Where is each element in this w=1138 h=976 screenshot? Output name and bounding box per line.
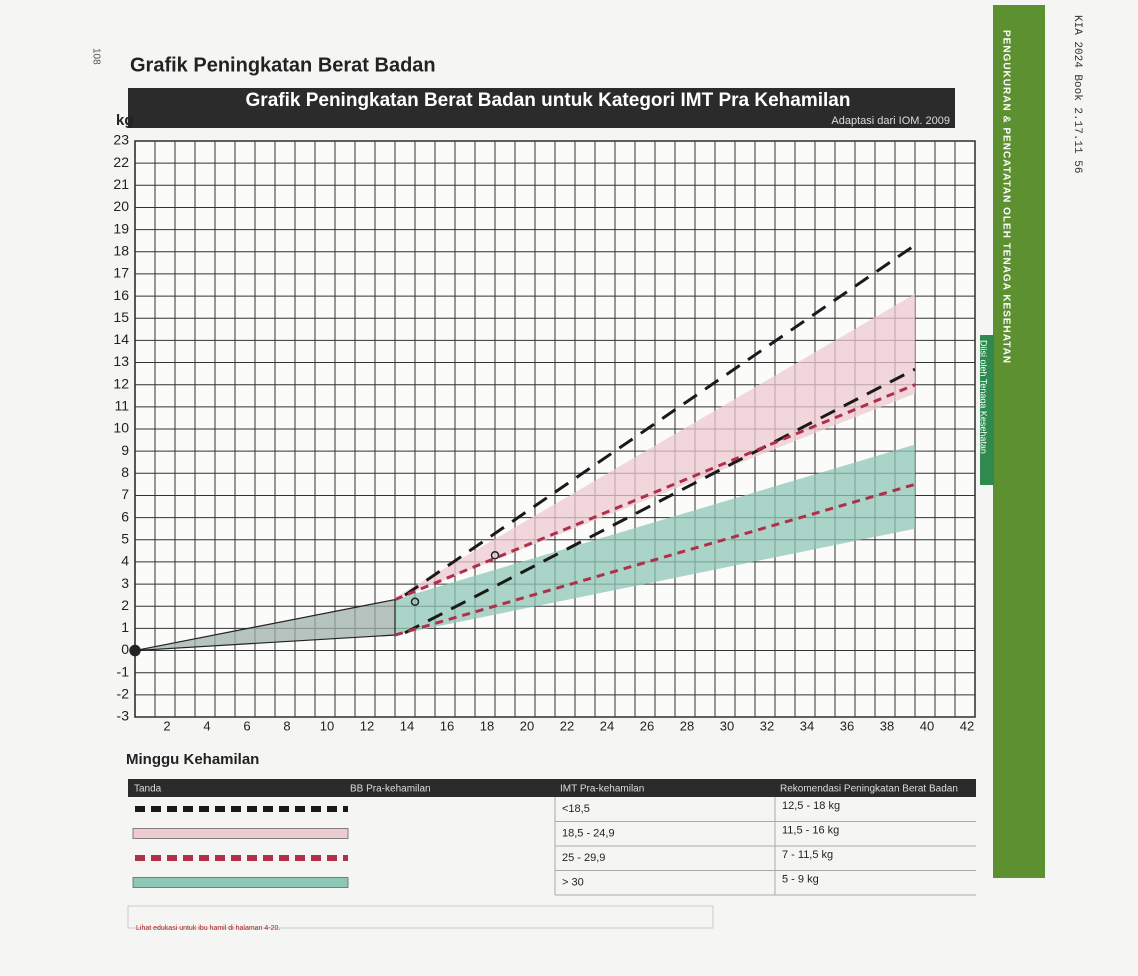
y-tick-label: 5	[121, 530, 129, 546]
table-header: BB Pra-kehamilan	[350, 784, 431, 795]
x-tick-label: 28	[680, 718, 694, 733]
recommendation: 5 - 9 kg	[782, 873, 819, 885]
x-tick-label: 22	[560, 718, 574, 733]
x-tick-label: 14	[400, 718, 414, 733]
table-header: Rekomendasi Peningkatan Berat Badan	[780, 784, 958, 795]
y-tick-label: 19	[113, 220, 129, 236]
y-tick-label: 13	[113, 353, 129, 369]
side-tag: Diisi oleh Tenaga Kesehatan	[979, 340, 989, 454]
x-tick-label: 10	[320, 718, 334, 733]
y-tick-label: 20	[113, 198, 129, 214]
y-axis-label: kg	[116, 112, 134, 129]
page-number: 108	[90, 48, 101, 65]
y-tick-label: 23	[113, 132, 129, 148]
y-tick-label: 1	[121, 619, 129, 635]
y-tick-label: -1	[117, 663, 130, 679]
y-tick-label: 9	[121, 442, 129, 458]
table-header: IMT Pra-kehamilan	[560, 784, 644, 795]
x-tick-label: 2	[163, 718, 170, 733]
recommendation: 12,5 - 18 kg	[782, 800, 840, 812]
x-tick-label: 4	[203, 718, 210, 733]
y-tick-label: 17	[113, 265, 129, 281]
side-title: PENGUKURAN & PENCATATAN OLEH TENAGA KESE…	[1000, 30, 1011, 364]
x-tick-label: 38	[880, 718, 894, 733]
y-tick-label: 14	[113, 331, 129, 347]
x-tick-label: 18	[480, 718, 494, 733]
recommendation: 11,5 - 16 kg	[782, 824, 839, 836]
x-tick-label: 8	[283, 718, 290, 733]
imt-range: 18,5 - 24,9	[562, 827, 615, 839]
y-tick-label: -2	[117, 686, 130, 702]
y-tick-label: 11	[114, 398, 129, 414]
imt-range: 25 - 29,9	[562, 852, 605, 864]
y-tick-label: 16	[113, 287, 129, 303]
y-tick-label: 22	[113, 154, 129, 170]
file-label: KIA 2024 Book 2.17.11 56	[1071, 15, 1083, 173]
y-tick-label: -3	[117, 708, 130, 724]
y-tick-label: 8	[121, 464, 129, 480]
y-tick-label: 21	[113, 176, 129, 192]
x-tick-label: 12	[360, 718, 374, 733]
legend-swatch	[133, 878, 348, 888]
page-heading: Grafik Peningkatan Berat Badan	[130, 54, 436, 76]
x-tick-label: 6	[243, 718, 250, 733]
chart-subtitle: Adaptasi dari IOM. 2009	[831, 115, 950, 127]
y-tick-label: 15	[113, 309, 129, 325]
y-tick-label: 18	[113, 242, 129, 258]
x-tick-label: 34	[800, 718, 814, 733]
x-tick-label: 26	[640, 718, 654, 733]
note: Lihat edukasi untuk ibu hamil di halaman…	[136, 925, 280, 932]
y-tick-label: 4	[121, 553, 129, 569]
y-tick-label: 2	[121, 597, 129, 613]
table-header: Tanda	[134, 784, 162, 795]
imt-range: <18,5	[562, 803, 590, 815]
chart-title: Grafik Peningkatan Berat Badan untuk Kat…	[246, 90, 851, 111]
legend-swatch	[133, 829, 348, 839]
x-axis-label: Minggu Kehamilan	[126, 751, 259, 768]
y-tick-label: 10	[113, 420, 129, 436]
y-tick-label: 6	[121, 508, 129, 524]
x-tick-label: 32	[760, 718, 774, 733]
recommendation: 7 - 11,5 kg	[782, 849, 833, 861]
x-tick-label: 30	[720, 718, 734, 733]
x-tick-label: 20	[520, 718, 534, 733]
x-tick-label: 40	[920, 718, 934, 733]
x-tick-label: 42	[960, 718, 974, 733]
x-tick-label: 36	[840, 718, 854, 733]
y-tick-label: 7	[121, 486, 129, 502]
x-tick-label: 16	[440, 718, 454, 733]
page: PENGUKURAN & PENCATATAN OLEH TENAGA KESE…	[0, 0, 1138, 976]
y-tick-label: 12	[113, 375, 129, 391]
y-tick-label: 3	[121, 575, 129, 591]
chart: PENGUKURAN & PENCATATAN OLEH TENAGA KESE…	[0, 0, 1138, 976]
y-tick-label: 0	[121, 641, 129, 657]
point	[130, 646, 140, 656]
imt-range: > 30	[562, 876, 584, 888]
x-tick-label: 24	[600, 718, 614, 733]
